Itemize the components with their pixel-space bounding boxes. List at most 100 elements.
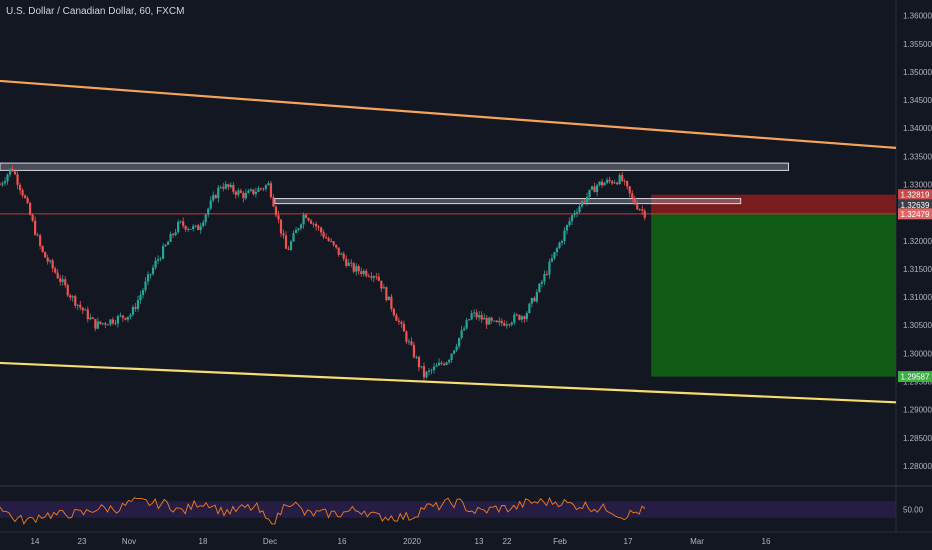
candle-body xyxy=(432,366,436,371)
candle-body xyxy=(106,324,109,326)
candle-body xyxy=(628,186,631,194)
y-tick-label: 1.33000 xyxy=(903,180,932,189)
candle-body xyxy=(367,275,370,277)
rsi-level-label: 50.00 xyxy=(903,506,924,515)
candle-body xyxy=(134,307,137,309)
candle-body xyxy=(616,182,619,185)
candle-body xyxy=(570,215,574,222)
candle-body xyxy=(252,189,255,195)
candle-body xyxy=(51,260,54,269)
y-tick-label: 1.28500 xyxy=(903,434,932,443)
candle-body xyxy=(377,276,380,281)
candle-body xyxy=(505,324,508,326)
candle-body xyxy=(550,258,554,262)
candle-body xyxy=(239,190,242,193)
candle-body xyxy=(510,322,513,325)
x-tick-label: 13 xyxy=(475,537,484,546)
candle-body xyxy=(345,258,348,266)
candle-body xyxy=(420,366,423,368)
candle-body xyxy=(525,312,528,319)
candle-body xyxy=(141,290,145,296)
candle-body xyxy=(575,212,579,214)
candle-body xyxy=(304,214,308,219)
candle-body xyxy=(31,214,34,221)
candle-body xyxy=(417,356,421,368)
candle-body xyxy=(81,307,84,311)
y-tick-label: 1.35500 xyxy=(903,40,932,49)
candle-body xyxy=(21,190,24,196)
candle-body xyxy=(583,201,586,203)
candle-body xyxy=(101,323,104,324)
candle-body xyxy=(229,184,232,188)
candle-body xyxy=(161,246,165,259)
candle-body xyxy=(179,221,182,223)
y-tick-label: 1.31000 xyxy=(903,293,932,302)
candle-body xyxy=(212,195,215,201)
x-tick-label: 2020 xyxy=(403,537,421,546)
candle-body xyxy=(558,242,561,249)
candle-body xyxy=(455,346,458,351)
candle-body xyxy=(3,181,7,184)
x-tick-label: 22 xyxy=(503,537,512,546)
candle-body xyxy=(535,292,538,302)
candle-body xyxy=(139,295,142,301)
candle-body xyxy=(598,181,601,186)
resistance-zone-2[interactable] xyxy=(274,198,742,205)
candle-body xyxy=(207,208,210,215)
candle-body xyxy=(184,225,187,230)
candle-body xyxy=(553,252,556,259)
candle-body xyxy=(337,247,340,255)
x-tick-label: 18 xyxy=(199,537,208,546)
upper-trendline[interactable] xyxy=(0,79,897,150)
rsi-line xyxy=(0,496,646,525)
candle-body xyxy=(320,227,323,233)
candle-body xyxy=(166,241,170,245)
candle-body xyxy=(124,317,127,320)
price-label-text: 1.32639 xyxy=(901,201,930,210)
candle-body xyxy=(154,260,157,268)
candle-body xyxy=(410,341,413,345)
y-tick-label: 1.32000 xyxy=(903,237,932,246)
candle-body xyxy=(626,180,629,187)
candle-body xyxy=(636,204,639,210)
candle-body xyxy=(282,233,285,236)
candle-body xyxy=(23,195,27,198)
symbol-title: U.S. Dollar / Canadian Dollar, 60, FXCM xyxy=(6,6,185,17)
candle-body xyxy=(452,350,456,354)
candle-body xyxy=(209,200,212,209)
candle-body xyxy=(121,315,125,318)
candle-body xyxy=(327,238,330,241)
candle-body xyxy=(623,180,626,182)
candle-body xyxy=(468,319,471,321)
candle-body xyxy=(119,315,122,317)
candle-body xyxy=(437,362,441,366)
candle-body xyxy=(422,366,426,378)
candle-body xyxy=(395,315,398,321)
take-profit-zone[interactable] xyxy=(651,213,896,377)
candle-body xyxy=(427,370,431,372)
lower-trendline[interactable] xyxy=(0,361,897,404)
candle-body xyxy=(156,259,160,261)
candle-body xyxy=(643,210,646,218)
candle-body xyxy=(34,220,37,235)
candle-body xyxy=(447,359,451,363)
candle-body xyxy=(279,219,283,234)
stop-loss-zone[interactable] xyxy=(651,194,896,214)
candle-body xyxy=(372,276,375,278)
candle-body xyxy=(442,363,446,365)
candle-body xyxy=(307,218,310,221)
candle-body xyxy=(164,244,167,247)
candle-body xyxy=(254,191,257,195)
candle-body xyxy=(39,235,42,246)
y-tick-label: 1.28000 xyxy=(903,462,932,471)
candle-body xyxy=(585,196,589,203)
resistance-zone-1[interactable] xyxy=(0,162,789,171)
candle-body xyxy=(465,320,468,329)
candle-body xyxy=(440,362,443,364)
candle-body xyxy=(392,308,395,316)
candle-body xyxy=(219,186,222,188)
candle-body xyxy=(555,248,559,253)
candle-body xyxy=(131,307,135,315)
candle-body xyxy=(144,281,147,291)
